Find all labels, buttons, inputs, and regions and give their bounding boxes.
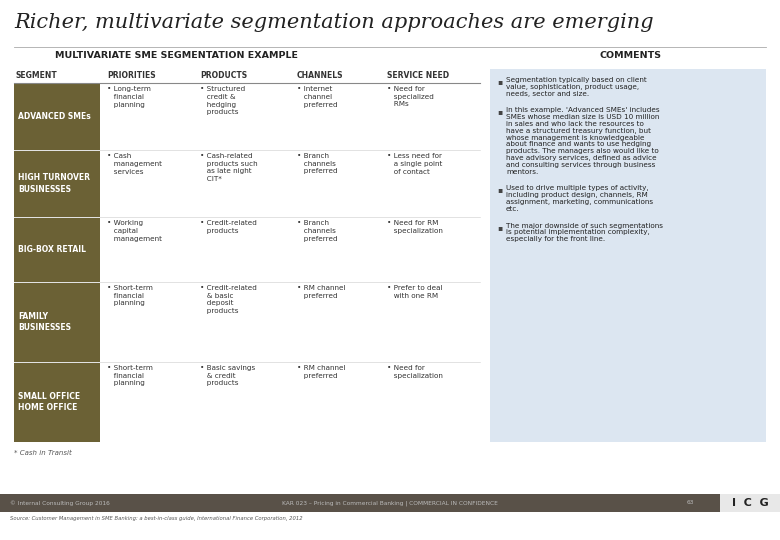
Text: • RM channel
   preferred: • RM channel preferred: [297, 365, 346, 379]
Text: BIG-BOX RETAIL: BIG-BOX RETAIL: [18, 245, 86, 254]
Text: in sales and who lack the resources to: in sales and who lack the resources to: [506, 121, 644, 127]
Text: ▪: ▪: [497, 222, 502, 232]
Text: SERVICE NEED: SERVICE NEED: [387, 71, 449, 80]
Bar: [0, 494, 780, 512]
Text: Segmentation typically based on client: Segmentation typically based on client: [506, 77, 647, 83]
Text: • RM channel
   preferred: • RM channel preferred: [297, 285, 346, 299]
Text: etc.: etc.: [506, 206, 519, 212]
Text: about finance and wants to use hedging: about finance and wants to use hedging: [506, 141, 651, 147]
Text: Used to drive multiple types of activity,: Used to drive multiple types of activity…: [506, 185, 649, 191]
Text: 63: 63: [686, 501, 693, 505]
Text: whose management is knowledgeable: whose management is knowledgeable: [506, 134, 644, 140]
Text: SMEs whose median size is USD 10 million: SMEs whose median size is USD 10 million: [506, 114, 659, 120]
Bar: [720, 494, 780, 512]
Text: assignment, marketing, communications: assignment, marketing, communications: [506, 199, 653, 205]
Text: COMMENTS: COMMENTS: [600, 51, 662, 60]
Text: ▪: ▪: [497, 77, 502, 86]
Text: • Branch
   channels
   preferred: • Branch channels preferred: [297, 153, 338, 174]
Text: In this example. 'Advanced SMEs' includes: In this example. 'Advanced SMEs' include…: [506, 107, 660, 113]
Text: © Internal Consulting Group 2016: © Internal Consulting Group 2016: [10, 500, 110, 506]
Text: • Credit-related
   products: • Credit-related products: [200, 220, 257, 234]
Text: • Branch
   channels
   preferred: • Branch channels preferred: [297, 220, 338, 241]
Text: • Long-term
   financial
   planning: • Long-term financial planning: [107, 86, 151, 107]
Text: Source: Customer Management in SME Banking: a best-in-class guide, International: Source: Customer Management in SME Banki…: [10, 516, 303, 521]
Text: • Cash-related
   products such
   as late night
   CIT*: • Cash-related products such as late nig…: [200, 153, 257, 183]
Text: needs, sector and size.: needs, sector and size.: [506, 91, 589, 97]
Text: • Internet
   channel
   preferred: • Internet channel preferred: [297, 86, 338, 107]
Text: • Need for
   specialization: • Need for specialization: [387, 365, 443, 379]
Text: • Prefer to deal
   with one RM: • Prefer to deal with one RM: [387, 285, 442, 299]
Text: ▪: ▪: [497, 107, 502, 117]
Text: CHANNELS: CHANNELS: [297, 71, 343, 80]
Text: • Basic savings
   & credit
   products: • Basic savings & credit products: [200, 365, 255, 387]
Text: MULTIVARIATE SME SEGMENTATION EXAMPLE: MULTIVARIATE SME SEGMENTATION EXAMPLE: [55, 51, 298, 60]
Text: PRIORITIES: PRIORITIES: [107, 71, 156, 80]
Text: SEGMENT: SEGMENT: [16, 71, 58, 80]
Text: have a structured treasury function, but: have a structured treasury function, but: [506, 128, 651, 134]
Text: KAR 023 – Pricing in Commercial Banking | COMMERCIAL IN CONFIDENCE: KAR 023 – Pricing in Commercial Banking …: [282, 500, 498, 506]
Text: • Short-term
   financial
   planning: • Short-term financial planning: [107, 285, 153, 307]
Text: • Need for RM
   specialization: • Need for RM specialization: [387, 220, 443, 234]
Bar: [14, 218, 100, 282]
Text: PRODUCTS: PRODUCTS: [200, 71, 247, 80]
Text: I  C  G: I C G: [732, 498, 768, 508]
Bar: [14, 151, 100, 217]
Text: is potential implementation complexity,: is potential implementation complexity,: [506, 230, 650, 235]
Text: mentors.: mentors.: [506, 168, 538, 174]
Text: * Cash in Transit: * Cash in Transit: [14, 450, 72, 456]
Text: • Less need for
   a single point
   of contact: • Less need for a single point of contac…: [387, 153, 442, 174]
Text: • Need for
   specialized
   RMs: • Need for specialized RMs: [387, 86, 434, 107]
Text: • Working
   capital
   management: • Working capital management: [107, 220, 162, 241]
Text: FAMILY
BUSINESSES: FAMILY BUSINESSES: [18, 312, 71, 333]
Text: • Structured
   credit &
   hedging
   products: • Structured credit & hedging products: [200, 86, 245, 115]
Text: including product design, channels, RM: including product design, channels, RM: [506, 192, 647, 198]
Text: products. The managers also would like to: products. The managers also would like t…: [506, 148, 659, 154]
Text: • Credit-related
   & basic
   deposit
   products: • Credit-related & basic deposit product…: [200, 285, 257, 314]
Text: Richer, multivariate segmentation approaches are emerging: Richer, multivariate segmentation approa…: [14, 13, 654, 32]
Text: The major downside of such segmentations: The major downside of such segmentations: [506, 222, 663, 228]
Text: • Short-term
   financial
   planning: • Short-term financial planning: [107, 365, 153, 387]
Bar: [490, 69, 766, 442]
Text: especially for the front line.: especially for the front line.: [506, 236, 605, 242]
Text: • Cash
   management
   services: • Cash management services: [107, 153, 162, 174]
Text: ADVANCED SMEs: ADVANCED SMEs: [18, 112, 90, 121]
Text: ▪: ▪: [497, 185, 502, 194]
Text: HIGH TURNOVER
BUSINESSES: HIGH TURNOVER BUSINESSES: [18, 173, 90, 194]
Bar: [14, 363, 100, 442]
Text: SMALL OFFICE
HOME OFFICE: SMALL OFFICE HOME OFFICE: [18, 392, 80, 413]
Bar: [14, 84, 100, 150]
Text: have advisory services, defined as advice: have advisory services, defined as advic…: [506, 155, 657, 161]
Text: and consulting services through business: and consulting services through business: [506, 162, 655, 168]
Bar: [14, 283, 100, 362]
Text: value, sophistication, product usage,: value, sophistication, product usage,: [506, 84, 639, 90]
